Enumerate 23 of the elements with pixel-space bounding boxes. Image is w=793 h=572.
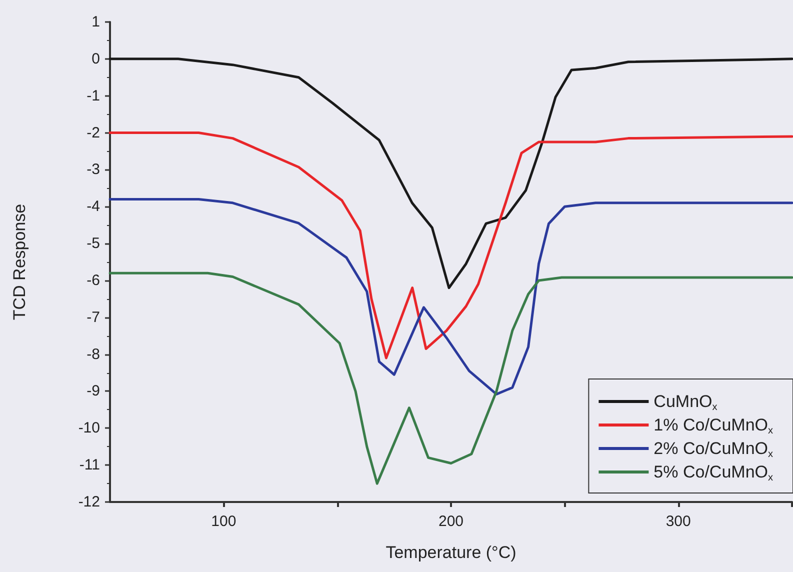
y-tick-label: -11 [79, 456, 100, 474]
line-series [108, 198, 793, 396]
line-series [108, 58, 793, 290]
line-series [108, 272, 793, 485]
y-tick-label: -7 [86, 308, 100, 326]
y-tick-label: -8 [86, 346, 100, 363]
x-tick-label: 300 [666, 513, 691, 530]
y-tick-label: 0 [92, 50, 100, 68]
y-tick-label: -10 [78, 420, 100, 437]
y-axis-title: TCD Response [10, 204, 29, 320]
y-tick-label: -6 [86, 272, 100, 289]
x-tick-label: 200 [438, 513, 464, 530]
x-axis-title: Temperature (°C) [386, 543, 516, 562]
y-tick-label: -9 [86, 382, 100, 400]
y-tick-label: -2 [86, 124, 100, 142]
y-tick-label: 1 [92, 14, 100, 30]
y-tick-label: -4 [86, 198, 100, 216]
y-tick-label: -5 [86, 235, 100, 252]
y-tick-label: -12 [78, 494, 100, 510]
x-tick-label: 100 [211, 513, 236, 530]
y-tick-label: -1 [86, 87, 100, 104]
line-series [108, 132, 793, 360]
y-tick-label: -3 [86, 161, 100, 178]
